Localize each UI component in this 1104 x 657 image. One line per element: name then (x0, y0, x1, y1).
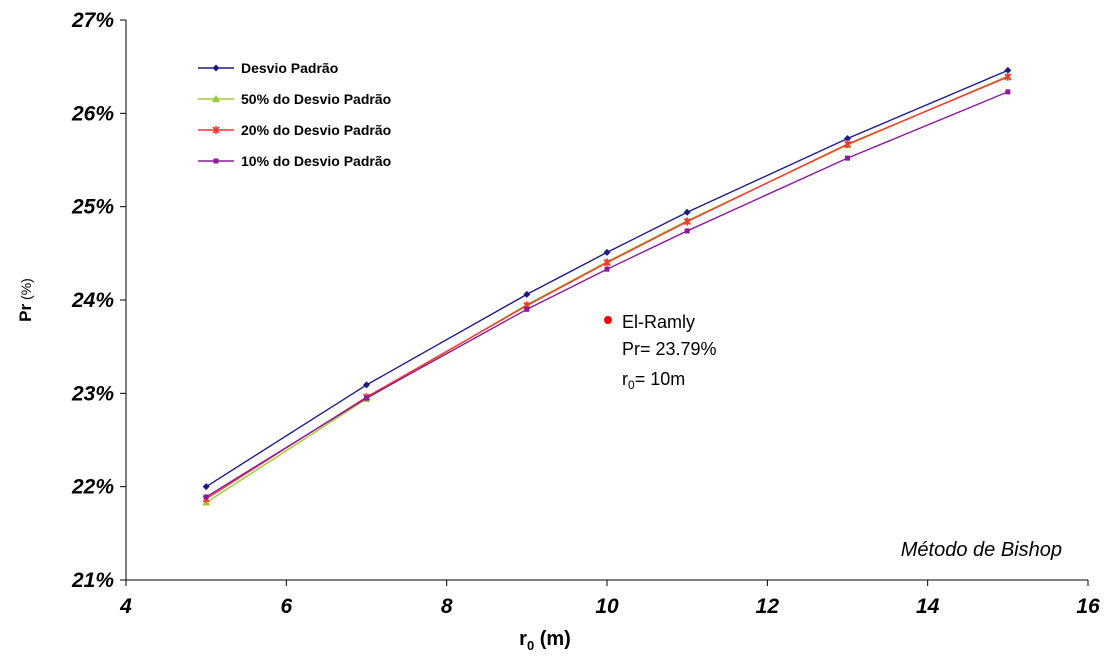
y-tick-label: 21% (71, 569, 114, 592)
data-point (363, 381, 370, 389)
legend-swatch-marker (212, 95, 220, 102)
y-tick-label: 23% (71, 382, 114, 405)
legend-item: 10% do Desvio Padrão (198, 153, 391, 169)
data-point (843, 140, 852, 149)
series-line (205, 75, 1009, 504)
data-point (684, 228, 690, 234)
legend: Desvio Padrão 50% do Desvio Padrão 20% do … (198, 60, 391, 169)
x-tick-label: 10 (595, 595, 619, 618)
annotation-line-3-main: r (622, 369, 628, 389)
data-point (523, 290, 531, 298)
data-point (364, 395, 369, 401)
data-point (1004, 66, 1012, 74)
x-axis-title-sub: 0 (527, 638, 534, 653)
data-point (844, 135, 851, 143)
annotation-line-3: r0= 10m (622, 369, 685, 392)
y-axis-title-main: Pr (16, 303, 35, 321)
series-4 (203, 89, 1011, 500)
legend-item: Desvio Padrão (198, 60, 338, 76)
y-tick-label: 27% (71, 9, 114, 32)
x-ticks: 4 6 8 10 12 14 16 (119, 580, 1100, 618)
x-tick-label: 16 (1076, 595, 1100, 618)
legend-item: 50% do Desvio Padrão (198, 91, 391, 107)
x-tick-label: 4 (119, 595, 132, 618)
x-tick-label: 14 (916, 595, 940, 618)
data-point (603, 258, 611, 267)
legend-label: 20% do Desvio Padrão (241, 122, 391, 138)
data-point (603, 248, 611, 256)
x-axis-title-main: r (519, 628, 527, 650)
y-axis-title-unit: (%) (18, 278, 34, 304)
data-point (1005, 89, 1011, 95)
series-layer (202, 66, 1012, 506)
legend-label: 10% do Desvio Padrão (241, 153, 391, 169)
legend-label: Desvio Padrão (241, 60, 338, 76)
annotation-line-3-sub: 0 (628, 378, 635, 392)
series-line (205, 76, 1009, 500)
data-point (202, 483, 210, 491)
legend-item: 20% do Desvio Padrão (198, 122, 391, 138)
annotation-line-1: El-Ramly (622, 312, 695, 332)
el-ramly-annotation: El-Ramly Pr= 23.79% r0= 10m (604, 312, 717, 392)
el-ramly-point (604, 316, 612, 324)
annotation-line-2: Pr= 23.79% (622, 339, 717, 359)
data-point (683, 217, 691, 226)
x-tick-label: 12 (756, 595, 780, 618)
method-label: Método de Bishop (901, 539, 1062, 561)
y-tick-label: 22% (71, 476, 114, 499)
legend-swatch-marker (212, 64, 220, 72)
data-point (203, 494, 209, 500)
y-axis-title: Pr (%) (16, 278, 35, 322)
data-point (1004, 72, 1012, 81)
data-point (683, 208, 691, 216)
legend-label: 50% do Desvio Padrão (241, 91, 391, 107)
series-1 (202, 66, 1012, 491)
legend-swatch-marker (212, 126, 220, 134)
data-point (845, 155, 850, 161)
x-axis-title-unit: (m) (534, 628, 571, 650)
y-tick-label: 25% (71, 196, 114, 219)
x-tick-label: 6 (280, 595, 292, 618)
x-tick-label: 8 (441, 595, 453, 618)
annotation-line-3-rest: = 10m (635, 369, 686, 389)
legend-swatch-marker (213, 158, 219, 164)
x-axis-title: r0 (m) (519, 628, 571, 653)
data-point (524, 306, 530, 312)
y-ticks: 21% 22% 23% 24% 25% 26% 27% (71, 9, 126, 592)
data-point (604, 266, 610, 272)
y-tick-label: 26% (71, 102, 114, 125)
y-tick-label: 24% (71, 289, 114, 312)
